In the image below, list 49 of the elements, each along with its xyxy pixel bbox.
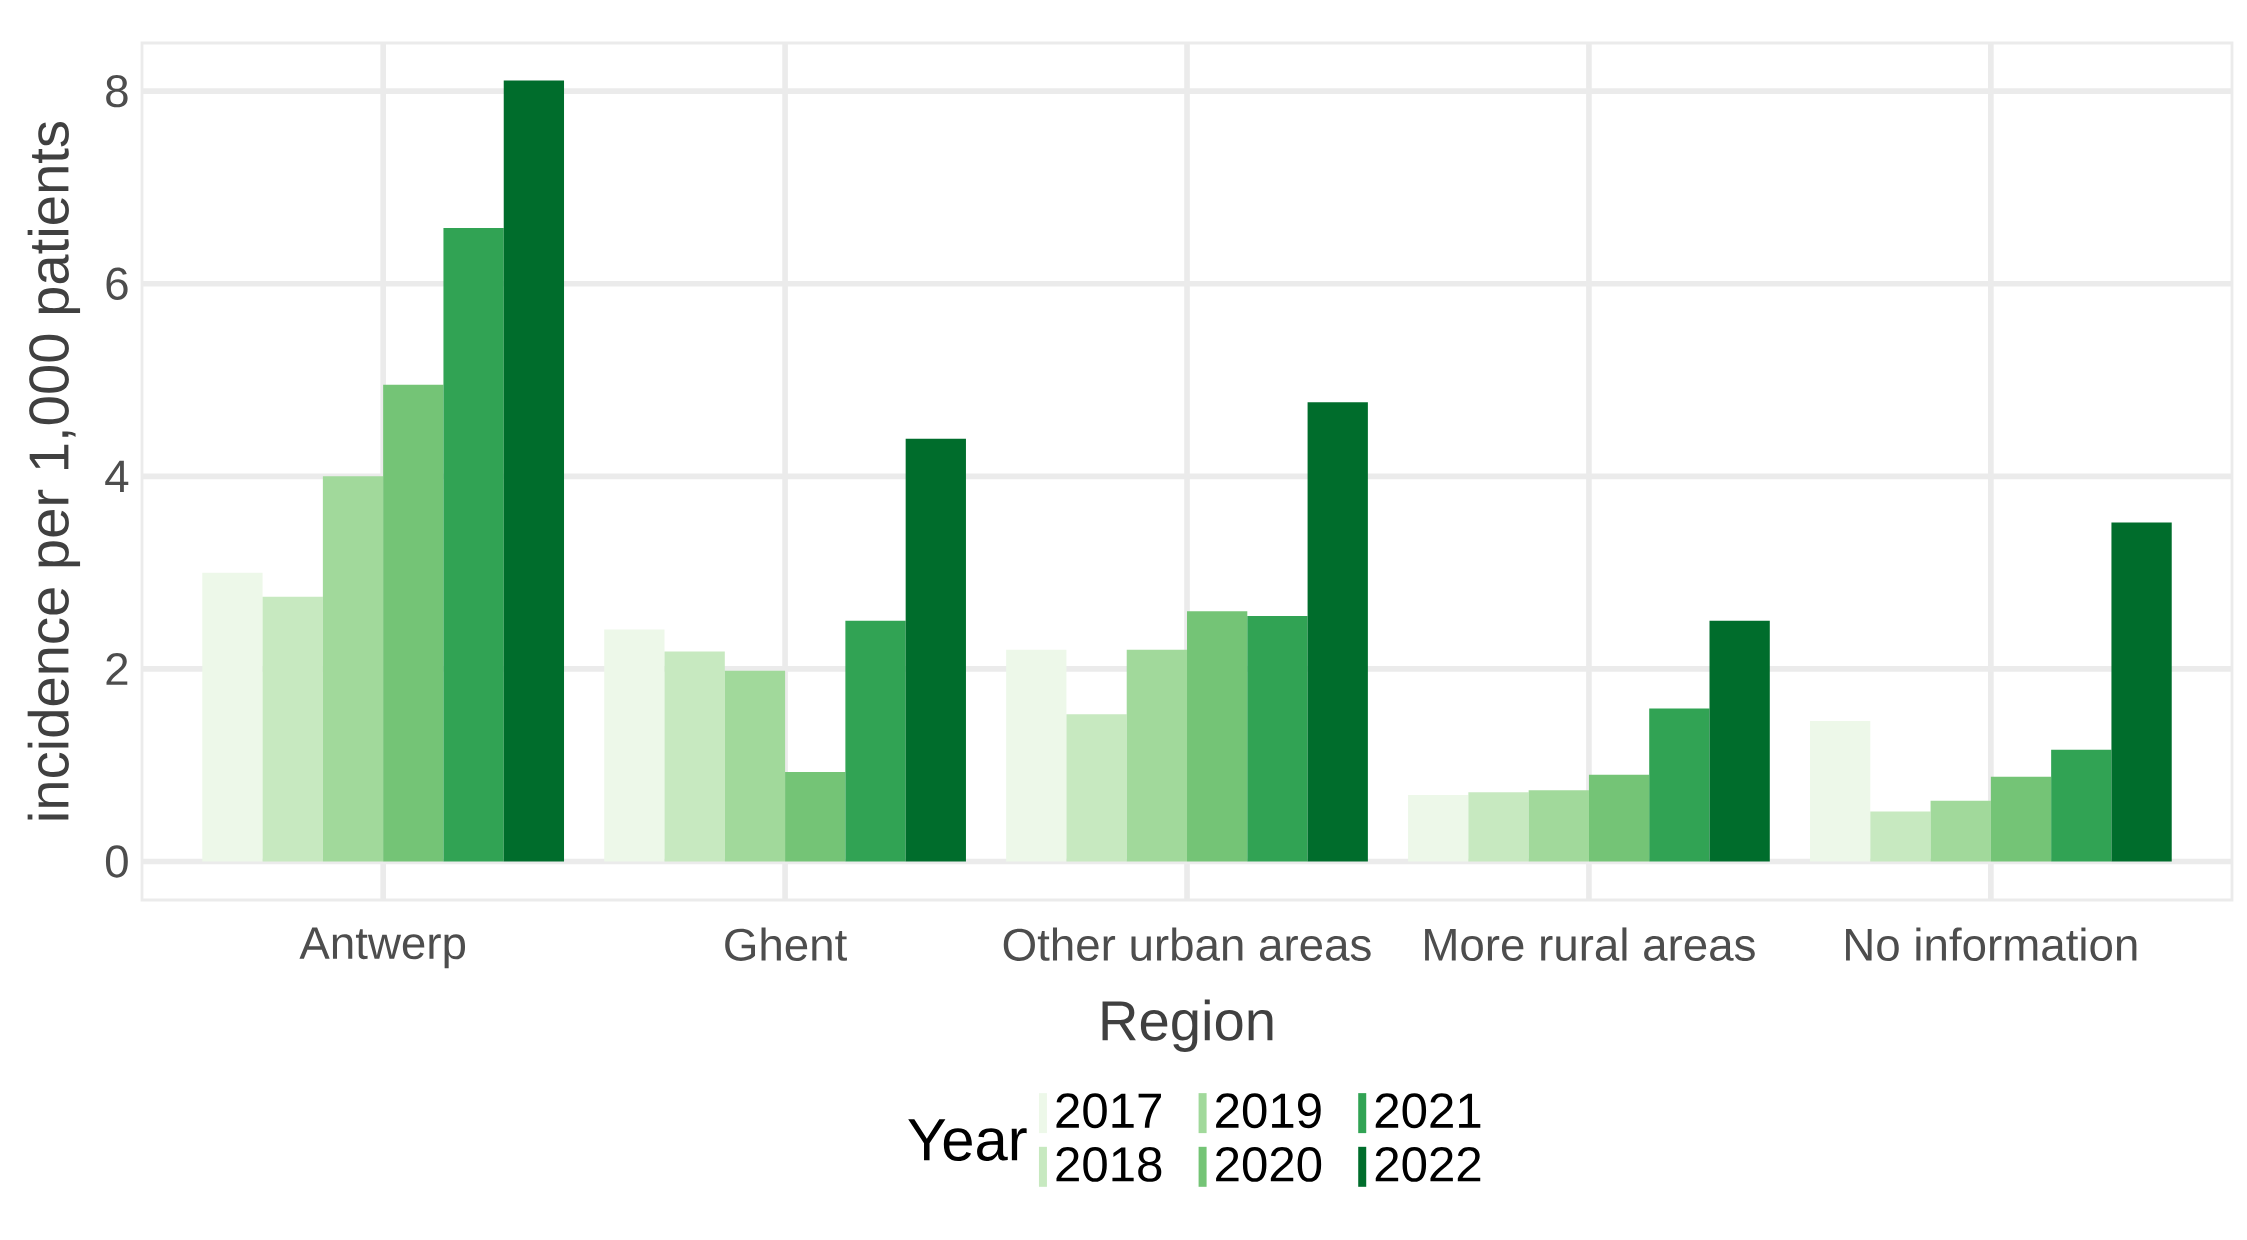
bar bbox=[262, 596, 323, 862]
y-axis-title: incidence per 1,000 patients bbox=[27, 122, 81, 820]
bar bbox=[1809, 720, 1871, 862]
legend-label: 2021 bbox=[1375, 1093, 1481, 1129]
bar bbox=[1187, 611, 1248, 862]
x-tick-label: Ghent bbox=[725, 927, 847, 961]
legend-label: 2022 bbox=[1375, 1146, 1481, 1182]
x-tick-label: More rural areas bbox=[1425, 927, 1755, 961]
x-tick-label: Antwerp bbox=[299, 927, 466, 969]
y-tick-label: 8 bbox=[106, 74, 128, 108]
bar bbox=[1006, 649, 1067, 862]
bar bbox=[1990, 776, 2052, 862]
bar bbox=[1468, 792, 1529, 862]
bar bbox=[1930, 800, 1991, 862]
x-tick-label: No information bbox=[1846, 927, 2137, 961]
legend-label: 2017 bbox=[1056, 1093, 1161, 1129]
bar bbox=[2111, 522, 2172, 862]
bar bbox=[503, 80, 565, 862]
y-tick-label: 4 bbox=[105, 460, 129, 493]
legend-title: Year bbox=[908, 1119, 1027, 1161]
bar bbox=[905, 438, 966, 862]
y-tick-label: 2 bbox=[106, 652, 128, 685]
bar bbox=[2051, 749, 2112, 862]
bar bbox=[1066, 714, 1127, 862]
x-tick-label: Other urban areas bbox=[1003, 927, 1371, 961]
x-axis-title: Region bbox=[1102, 999, 1273, 1052]
bar bbox=[604, 629, 665, 862]
bar bbox=[322, 476, 384, 862]
bar bbox=[1649, 708, 1710, 862]
bar bbox=[443, 227, 504, 862]
bar bbox=[383, 384, 444, 862]
bar bbox=[1408, 795, 1469, 862]
bar bbox=[1247, 615, 1308, 862]
y-tick-label: 6 bbox=[106, 267, 128, 300]
legend-label: 2018 bbox=[1056, 1146, 1162, 1182]
bar bbox=[785, 771, 846, 862]
bar bbox=[724, 670, 786, 862]
bar bbox=[1709, 620, 1770, 862]
bar bbox=[1126, 649, 1188, 862]
bar bbox=[202, 572, 263, 862]
bar bbox=[664, 651, 725, 862]
bar bbox=[1588, 774, 1650, 862]
bar bbox=[845, 620, 906, 862]
bar bbox=[1307, 402, 1368, 862]
y-tick-label: 0 bbox=[105, 845, 128, 878]
bar bbox=[1870, 811, 1931, 862]
legend-label: 2020 bbox=[1216, 1146, 1322, 1182]
legend-label: 2019 bbox=[1216, 1093, 1321, 1129]
bar bbox=[1528, 790, 1589, 862]
